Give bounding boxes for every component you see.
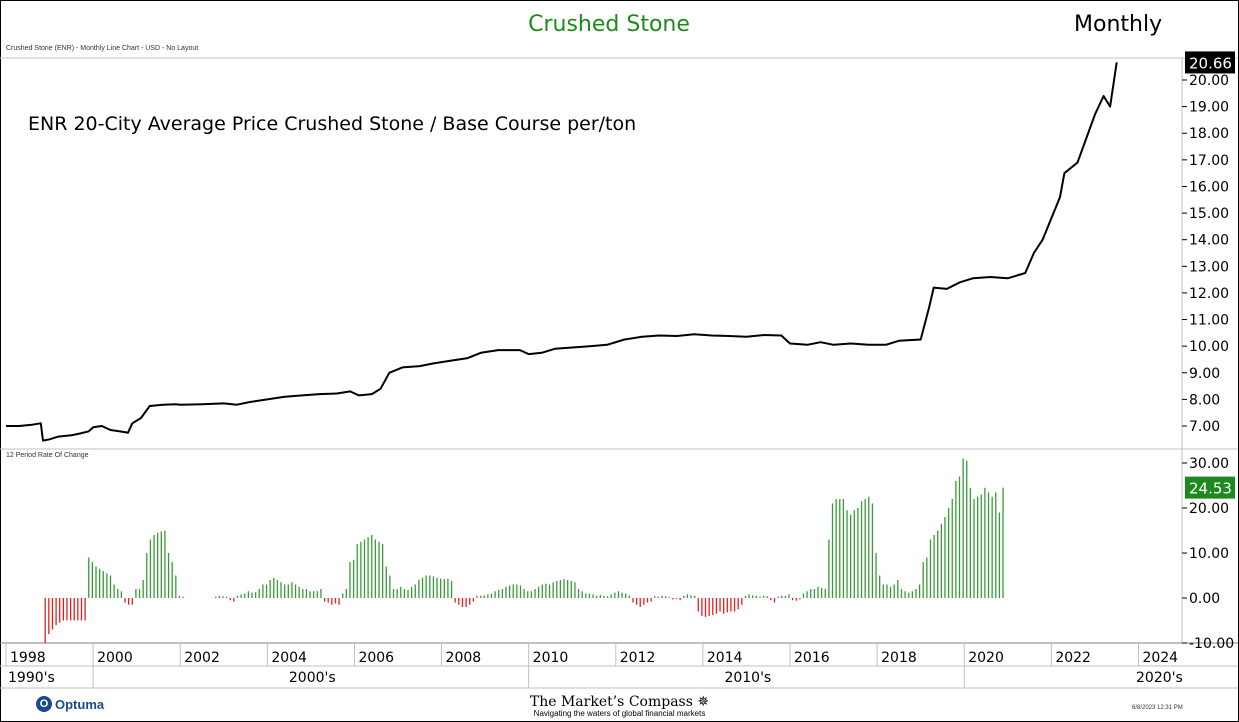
year-label: 2012 — [620, 650, 656, 666]
price-series-title: ENR 20-City Average Price Crushed Stone … — [28, 113, 637, 135]
period-label: Monthly — [1074, 12, 1163, 37]
price-y-tick-label: 20.00 — [1189, 73, 1229, 89]
price-y-tick-label: 19.00 — [1189, 100, 1229, 116]
price-y-tick-label: 11.00 — [1189, 313, 1229, 329]
roc-y-tick-label: 20.00 — [1189, 501, 1229, 517]
year-label: 2008 — [446, 650, 482, 666]
year-label: 2020 — [968, 650, 1004, 666]
optuma-logo[interactable]: O Optuma — [36, 696, 104, 712]
optuma-logo-icon: O — [36, 696, 52, 712]
year-label: 2018 — [881, 650, 917, 666]
year-label: 2014 — [707, 650, 743, 666]
decade-label: 2000's — [289, 670, 336, 686]
price-y-tick-label: 12.00 — [1189, 286, 1229, 302]
price-y-tick-label: 16.00 — [1189, 179, 1229, 195]
chart-title: Crushed Stone — [528, 12, 690, 37]
optuma-text: Optuma — [55, 696, 105, 712]
price-y-tick-label: 15.00 — [1189, 206, 1229, 222]
price-last-value-badge — [1185, 51, 1235, 74]
roc-panel: 30.00 20.00 10.00 0.00 -10.00 24.53 — [0, 456, 1238, 652]
price-y-tick-label: 7.00 — [1189, 419, 1220, 435]
chart-subtitle: Crushed Stone (ENR) - Monthly Line Chart… — [6, 45, 199, 52]
year-label: 2000 — [97, 650, 133, 666]
roc-last-value-badge — [1185, 476, 1235, 499]
price-line — [6, 62, 1118, 442]
decade-label: 2020's — [1136, 670, 1183, 686]
price-y-tick-label: 14.00 — [1189, 233, 1229, 249]
roc-y-tick-label: 0.00 — [1189, 591, 1220, 607]
decade-label: 2010's — [724, 670, 771, 686]
roc-panel-title: 12 Period Rate Of Change — [6, 452, 89, 459]
price-last-value-label: 20.66 — [1189, 54, 1232, 72]
decade-label: 1990's — [8, 670, 55, 686]
year-label: 2004 — [271, 650, 307, 666]
roc-y-tick-label: 30.00 — [1189, 456, 1229, 472]
year-label: 2010 — [533, 650, 569, 666]
price-y-tick-label: 17.00 — [1189, 153, 1229, 169]
year-label: 1998 — [10, 650, 46, 666]
price-y-tick-label: 9.00 — [1189, 366, 1220, 382]
price-y-tick-label: 10.00 — [1189, 339, 1229, 355]
price-y-tick-label: 8.00 — [1189, 392, 1220, 408]
brand-block: The Market’s Compass ✵ Navigating the wa… — [0, 694, 1239, 718]
brand-tagline: Navigating the waters of global financia… — [533, 709, 706, 718]
year-label: 2002 — [184, 650, 220, 666]
roc-last-value-label: 24.53 — [1189, 480, 1232, 498]
year-label: 2022 — [1055, 650, 1091, 666]
year-label: 2016 — [794, 650, 830, 666]
brand-name: The Market’s Compass ✵ — [529, 694, 710, 710]
timestamp: 6/8/2023 12:31 PM — [1132, 705, 1183, 711]
price-y-tick-label: 13.00 — [1189, 259, 1229, 275]
roc-y-tick-label: 10.00 — [1189, 546, 1229, 562]
price-y-tick-label: 18.00 — [1189, 126, 1229, 142]
roc-y-tick-label: -10.00 — [1189, 636, 1234, 652]
x-axis: 1998 2000 2002 2004 2006 2008 2010 2012 2014 2016… — [0, 643, 1238, 689]
compass-rose-icon: ✵ — [697, 694, 710, 710]
price-panel: 7.00 8.00 9.00 10.00 11.00 12.00 13.00 14.00 15.… — [0, 51, 1238, 643]
year-label: 2024 — [1142, 650, 1178, 666]
year-label: 2006 — [358, 650, 394, 666]
